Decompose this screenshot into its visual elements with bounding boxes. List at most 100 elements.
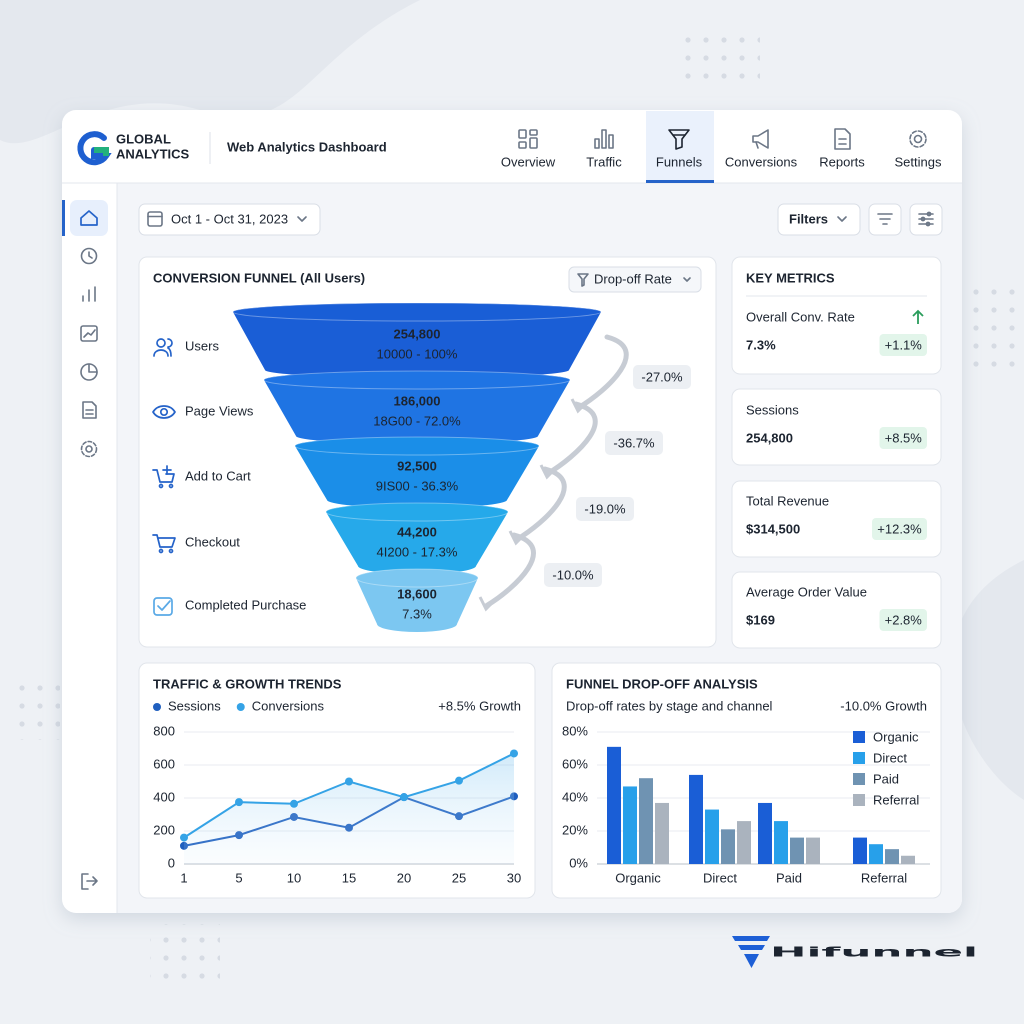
sidebar-active[interactable] xyxy=(70,200,108,236)
stage-value: 186,000 xyxy=(394,393,441,408)
dropoff-arrow xyxy=(544,401,598,477)
metric-value: $314,500 xyxy=(746,521,800,536)
bar xyxy=(737,821,751,864)
nav-label[interactable]: Reports xyxy=(819,154,865,169)
nav-label[interactable]: Settings xyxy=(895,154,942,169)
bar xyxy=(774,821,788,864)
bar xyxy=(869,844,883,864)
y-tick-label: 800 xyxy=(153,723,175,738)
bg-dots xyxy=(680,26,760,90)
stage-value: 254,800 xyxy=(394,326,441,341)
chevron xyxy=(297,216,307,222)
legend-marker xyxy=(853,773,865,785)
funnel-stage-top xyxy=(263,370,571,390)
bar xyxy=(721,829,735,864)
funnel-stage-top xyxy=(325,502,509,522)
select-label: Drop-off Rate xyxy=(594,271,672,286)
bg-blob xyxy=(951,560,1024,800)
dropoff-arrowhead xyxy=(478,596,497,612)
sliders-icon xyxy=(918,211,934,227)
nav-label[interactable]: Conversions xyxy=(725,154,798,169)
stage-label: Completed Purchase xyxy=(185,597,306,612)
legend-marker xyxy=(853,731,865,743)
funnel-stage-top xyxy=(294,436,540,456)
metric-change-pill xyxy=(879,609,927,631)
chart-title: FUNNEL DROP-OFF ANALYSIS xyxy=(566,676,758,691)
metric-change: +12.3% xyxy=(877,521,922,536)
funnel-stage xyxy=(326,503,508,574)
dropoff-arrow xyxy=(575,334,629,411)
metric-value: 254,800 xyxy=(746,430,793,445)
metric-label: Total Revenue xyxy=(746,493,829,508)
legend-label: Organic xyxy=(873,729,919,744)
select-icon xyxy=(577,273,589,287)
legend-marker xyxy=(236,703,245,711)
x-tick-label: Paid xyxy=(776,870,802,885)
bar xyxy=(705,809,719,864)
chevron xyxy=(837,216,847,222)
x-tick-label: Direct xyxy=(703,870,737,885)
card-title: CONVERSION FUNNEL (All Users) xyxy=(153,270,365,285)
funnel-stage xyxy=(264,371,570,444)
bg-blob xyxy=(0,0,420,144)
y-tick-label: 20% xyxy=(562,822,588,837)
page-title: Web Analytics Dashboard xyxy=(227,139,387,154)
data-point xyxy=(235,798,243,807)
trend-up-icon xyxy=(912,309,924,324)
legend-label: Sessions xyxy=(168,698,221,713)
metric-label: Average Order Value xyxy=(746,584,867,599)
metric-label: Sessions xyxy=(746,402,799,417)
brand-logo xyxy=(77,131,112,166)
metric-select[interactable] xyxy=(568,266,702,293)
metric-change: +2.8% xyxy=(885,612,923,627)
bar xyxy=(901,855,915,864)
stage-detail: 18G00 - 72.0% xyxy=(373,413,461,428)
legend-marker xyxy=(853,794,865,806)
nav-active-underline xyxy=(646,180,714,183)
x-tick-label: 30 xyxy=(507,870,521,885)
metric-change: +1.1% xyxy=(885,337,923,352)
nav-label[interactable]: Overview xyxy=(501,154,556,169)
chart-note: +8.5% Growth xyxy=(438,698,521,713)
date-picker[interactable] xyxy=(138,203,321,236)
dropoff-label: -10.0% xyxy=(552,567,594,582)
dropoff-pill xyxy=(544,563,602,587)
data-point xyxy=(290,799,298,808)
nav-label[interactable]: Traffic xyxy=(586,154,622,169)
stage-value: 18,600 xyxy=(397,586,437,601)
calendar-icon xyxy=(147,211,163,227)
metric-change-pill xyxy=(879,334,927,356)
dropoff-arrow xyxy=(483,532,536,609)
chart-title: TRAFFIC & GROWTH TRENDS xyxy=(153,676,342,691)
legend-label: Paid xyxy=(873,771,899,786)
date-range: Oct 1 - Oct 31, 2023 xyxy=(171,211,288,226)
stage-detail: 10000 - 100% xyxy=(377,346,458,361)
metric-change-pill xyxy=(872,518,927,540)
bg-dots xyxy=(965,280,1020,370)
nav-label[interactable]: Funnels xyxy=(656,154,703,169)
bg-dots xyxy=(150,924,220,984)
bar xyxy=(623,786,637,864)
bar xyxy=(655,802,669,864)
dropoff-label: -19.0% xyxy=(584,501,626,516)
filter-icon xyxy=(877,213,893,225)
x-tick-label: Referral xyxy=(861,870,907,885)
footer-logo-mark xyxy=(732,936,770,968)
dropoff-arrow xyxy=(513,466,567,543)
dropoff-pill xyxy=(576,497,634,521)
footer-logo: Hifunnel xyxy=(770,946,978,961)
stage-detail: 9IS00 - 36.3% xyxy=(376,478,459,493)
filters-button[interactable] xyxy=(777,203,861,236)
series-area xyxy=(184,753,514,864)
metric-label: Overall Conv. Rate xyxy=(746,309,855,324)
sidebar-icons[interactable] xyxy=(80,210,98,890)
stage-icons xyxy=(152,338,176,616)
data-point xyxy=(180,833,188,842)
brand-name: GLOBAL xyxy=(116,131,171,146)
stage-detail: 7.3% xyxy=(402,606,432,621)
stage-value: 92,500 xyxy=(397,458,437,473)
chart-note: -10.0% Growth xyxy=(840,698,927,713)
y-tick-label: 200 xyxy=(153,822,175,837)
y-tick-label: 80% xyxy=(562,723,588,738)
y-tick-label: 0 xyxy=(168,855,175,870)
